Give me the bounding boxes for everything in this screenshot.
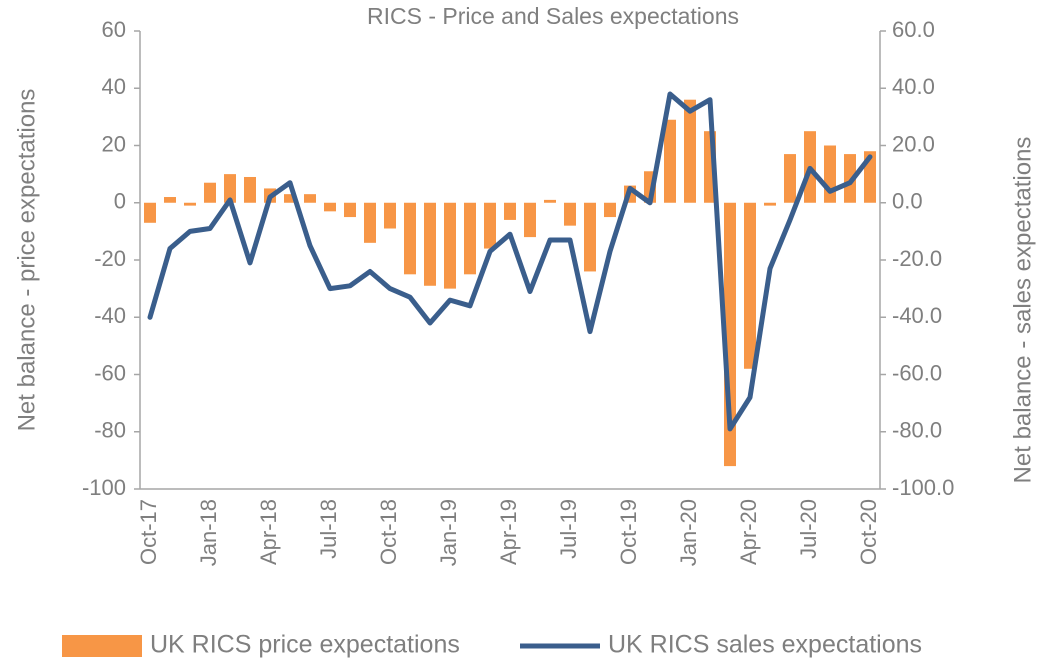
bar (164, 197, 176, 203)
x-tick-label: Apr-20 (736, 499, 761, 565)
bar (824, 145, 836, 203)
bar (664, 119, 676, 203)
x-tick-label: Apr-18 (256, 499, 281, 565)
y2-tick-label: -20.0 (892, 246, 942, 271)
y-tick-label: 60 (102, 17, 126, 42)
bar (364, 202, 376, 243)
x-tick-label: Jan-19 (436, 499, 461, 566)
y-tick-label: -60 (94, 360, 126, 385)
y-tick-label: -80 (94, 418, 126, 443)
y-tick-label: 0 (114, 189, 126, 214)
bar (204, 182, 216, 203)
line (147, 91, 873, 432)
y2-tick-label: 40.0 (892, 74, 935, 99)
y2-tick-label: -60.0 (892, 360, 942, 385)
x-tick-label: Jan-18 (196, 499, 221, 566)
x-tick-label: Jan-20 (676, 499, 701, 566)
y2-tick-label: 0.0 (892, 189, 923, 214)
bar (184, 202, 196, 206)
y-tick-label: -40 (94, 303, 126, 328)
bar (844, 154, 856, 203)
bar (144, 202, 156, 223)
legend-label: UK RICS price expectations (150, 631, 460, 659)
x-tick-label: Jul-18 (316, 499, 341, 559)
bar (344, 202, 356, 218)
bar (324, 202, 336, 212)
bar (484, 202, 496, 249)
y2-tick-label: 60.0 (892, 17, 935, 42)
bar (584, 202, 596, 272)
legend-swatch (62, 635, 142, 657)
x-tick-label: Oct-20 (856, 499, 881, 565)
bar (504, 202, 516, 220)
legend-label: UK RICS sales expectations (608, 631, 922, 659)
x-tick-label: Jul-19 (556, 499, 581, 559)
bar (224, 174, 236, 203)
bar (444, 202, 456, 289)
y-tick-label: -20 (94, 246, 126, 271)
y-axis-label: Net balance - price expectations (13, 89, 40, 432)
y2-tick-label: 20.0 (892, 131, 935, 156)
bar (744, 202, 756, 369)
y-tick-label: 20 (102, 131, 126, 156)
bar (284, 194, 296, 203)
chart-title: RICS - Price and Sales expectations (367, 3, 739, 29)
x-tick-label: Jul-20 (796, 499, 821, 559)
bar (404, 202, 416, 275)
y2-axis-label: Net balance - sales expectations (1009, 137, 1036, 484)
bar (564, 202, 576, 226)
y-tick-label: 40 (102, 74, 126, 99)
x-tick-label: Oct-18 (376, 499, 401, 565)
bar (764, 202, 776, 206)
bar (464, 202, 476, 275)
bar (384, 202, 396, 229)
x-tick-label: Apr-19 (496, 499, 521, 565)
bar (244, 176, 256, 203)
bar (544, 199, 556, 203)
y2-tick-label: -40.0 (892, 303, 942, 328)
bar (424, 202, 436, 286)
bar (524, 202, 536, 238)
y2-tick-label: -100.0 (892, 475, 954, 500)
x-tick-label: Oct-17 (136, 499, 161, 565)
y-tick-label: -100 (82, 475, 126, 500)
bar (304, 194, 316, 203)
x-tick-label: Oct-19 (616, 499, 641, 565)
y2-tick-label: -80.0 (892, 418, 942, 443)
bar (684, 99, 696, 203)
bar (784, 154, 796, 203)
bar (604, 202, 616, 218)
